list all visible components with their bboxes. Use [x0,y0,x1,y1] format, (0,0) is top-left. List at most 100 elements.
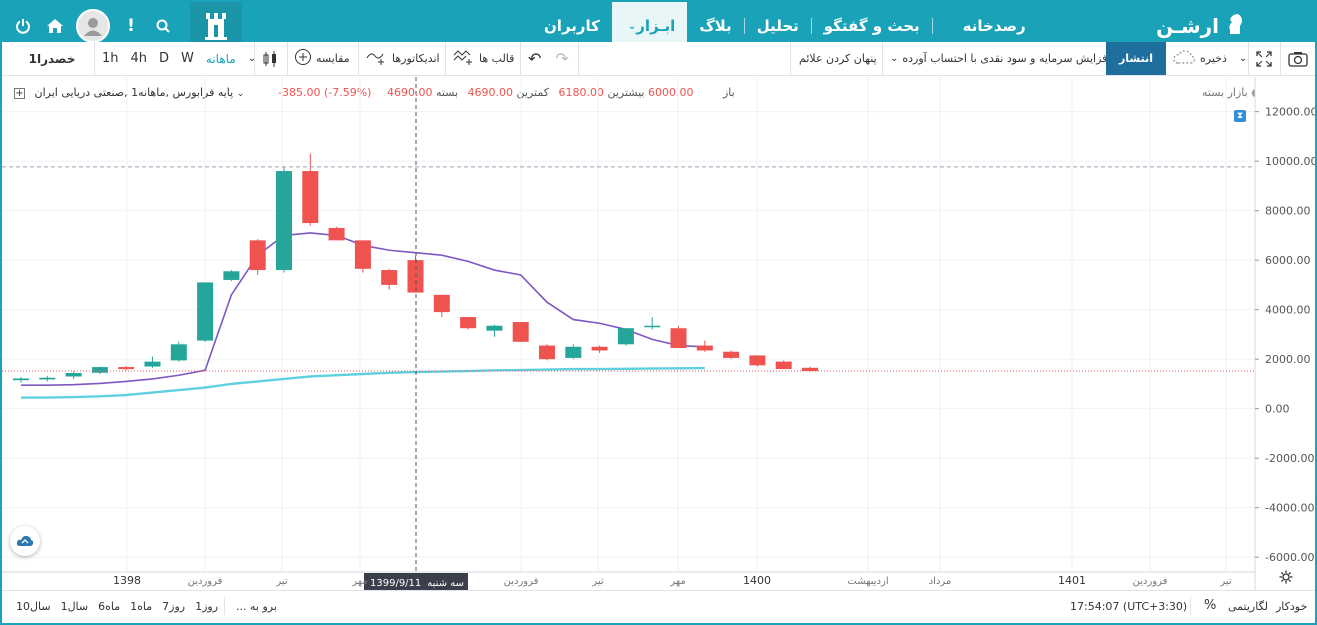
menu-item-observatory[interactable]: رصدخانه [962,17,1026,35]
price-tick-label: -4000.00 [1265,502,1314,515]
auto-scale-toggle[interactable]: خودکار [1276,600,1308,613]
price-axis-bg [1255,77,1315,590]
candle[interactable] [197,282,214,342]
undo-icon[interactable]: ↶ [528,49,542,68]
candle[interactable] [302,153,319,226]
range-6m[interactable]: ماه6 [98,600,121,613]
log-toggle[interactable]: لگاریتمی [1228,600,1268,613]
candle[interactable] [13,376,29,383]
candle[interactable] [539,344,555,361]
clock-display[interactable]: 17:54:07 (UTC+3:30) [1070,600,1188,613]
toolbar-separator [287,42,288,75]
compare-button[interactable]: مقایسه [294,42,350,75]
separator [224,597,225,615]
menu-item-blog[interactable]: بلاگ [699,17,732,35]
templates-button[interactable]: قالب ها [453,42,514,75]
candle[interactable] [565,344,582,360]
time-tick-label: اردیبهشت [847,576,888,587]
candle-body [644,325,661,328]
chevron-down-icon[interactable]: ⌄ [247,53,257,64]
candle[interactable] [670,325,687,349]
candle[interactable] [644,317,661,330]
price-axis[interactable]: 12000.00 10000.00 8000.00 6000.00 4000.00 200… [1254,77,1315,590]
time-tick-label: فروردین [1133,576,1168,587]
interval-d[interactable]: D [159,51,170,66]
save-button[interactable]: ذخیره ⌄ [1172,42,1247,75]
percent-toggle[interactable]: % [1204,598,1217,613]
candle[interactable] [433,294,450,318]
candle[interactable] [775,360,792,370]
indicators-label: اندیکاتورها [392,52,440,65]
publish-button[interactable]: انتشار [1106,42,1166,75]
candle[interactable] [723,350,740,360]
candle[interactable] [328,226,345,241]
toolbar-separator [358,42,359,75]
hourglass-icon[interactable]: ⧗ [1234,110,1246,122]
candle[interactable] [91,366,108,374]
candle[interactable] [381,268,398,290]
settings-gear-icon[interactable] [1279,570,1293,587]
range-10y[interactable]: سال10 [16,600,51,613]
menu-item-discussion[interactable]: بحث و گفتگو [823,17,920,35]
interval-group: 1h 4h D W ماهانه ⌄ [102,42,256,75]
legend-change: -385.00 (-7.59%) [278,86,372,99]
legend-collapse-icon[interactable]: + [14,88,25,99]
candle[interactable] [65,371,82,379]
indicators-button[interactable]: اندیکاتورها [366,42,440,75]
candle[interactable] [591,345,608,353]
candle[interactable] [249,239,266,275]
interval-1h[interactable]: 1h [102,51,119,66]
home-icon[interactable] [44,15,66,37]
candle-body [302,171,319,224]
legend-title[interactable]: پایه فرابورس ,ماهانه1 ,صنعتی دریایی ایرا… [34,86,234,99]
toolbar-separator [882,42,883,75]
alert-icon[interactable]: ! [127,16,135,36]
brand-name: ارشـن [1156,14,1219,38]
candle-body [460,317,477,329]
crosshair-day-label: سه شنبه [427,578,464,589]
range-7d[interactable]: روز7 [162,600,186,613]
hide-marks-button[interactable]: پنهان کردن علائم [799,52,877,65]
separator [882,42,883,75]
candle[interactable] [39,375,56,382]
range-1y[interactable]: سال1 [60,600,89,613]
candle-style-icon[interactable] [262,42,278,75]
candle[interactable] [696,340,713,352]
candle[interactable] [144,356,161,368]
chevron-down-icon[interactable]: ⌄ [236,89,245,99]
candle-body [13,378,29,381]
time-axis[interactable]: 1398 فروردین تیر مهر فروردین تیر مهر 1400 اردیبه… [2,571,1255,587]
price-tick-label: 4000.00 [1265,304,1311,317]
brand-logo[interactable]: ارشـن [1156,2,1245,50]
menu-item-analysis[interactable]: تحلیل [756,17,799,35]
avatar[interactable] [76,9,110,43]
candle[interactable] [223,270,240,282]
range-1m[interactable]: ماه1 [130,600,153,613]
camera-icon[interactable] [1288,42,1308,75]
candle[interactable] [276,166,292,273]
range-1d[interactable]: روز1 [195,600,219,613]
interval-w[interactable]: W [181,51,194,66]
power-icon[interactable] [12,15,34,37]
candle[interactable] [749,355,766,367]
candle[interactable] [486,324,503,337]
candle[interactable] [118,366,135,371]
interval-4h[interactable]: 4h [130,51,148,66]
menu-item-users[interactable]: کاربران [544,17,600,35]
candle[interactable] [512,322,529,342]
cloud-sync-icon[interactable] [10,526,40,556]
interval-active[interactable]: ماهانه [205,51,236,66]
candle-body [512,322,529,342]
search-icon[interactable] [152,15,174,37]
candle[interactable] [170,341,187,362]
redo-icon[interactable]: ↷ [555,49,569,68]
symbol-search[interactable]: خصدرا1 [28,51,76,66]
candle[interactable] [617,328,634,346]
candle[interactable] [354,240,371,273]
toolbar-separator [254,42,255,75]
candle[interactable] [460,317,477,330]
goto-date-button[interactable]: ... برو به [236,600,277,613]
adjustment-dropdown[interactable]: ⌄ افزایش سرمایه و سود نقدی با احتساب آور… [890,42,1110,75]
fullscreen-icon[interactable] [1256,42,1272,75]
